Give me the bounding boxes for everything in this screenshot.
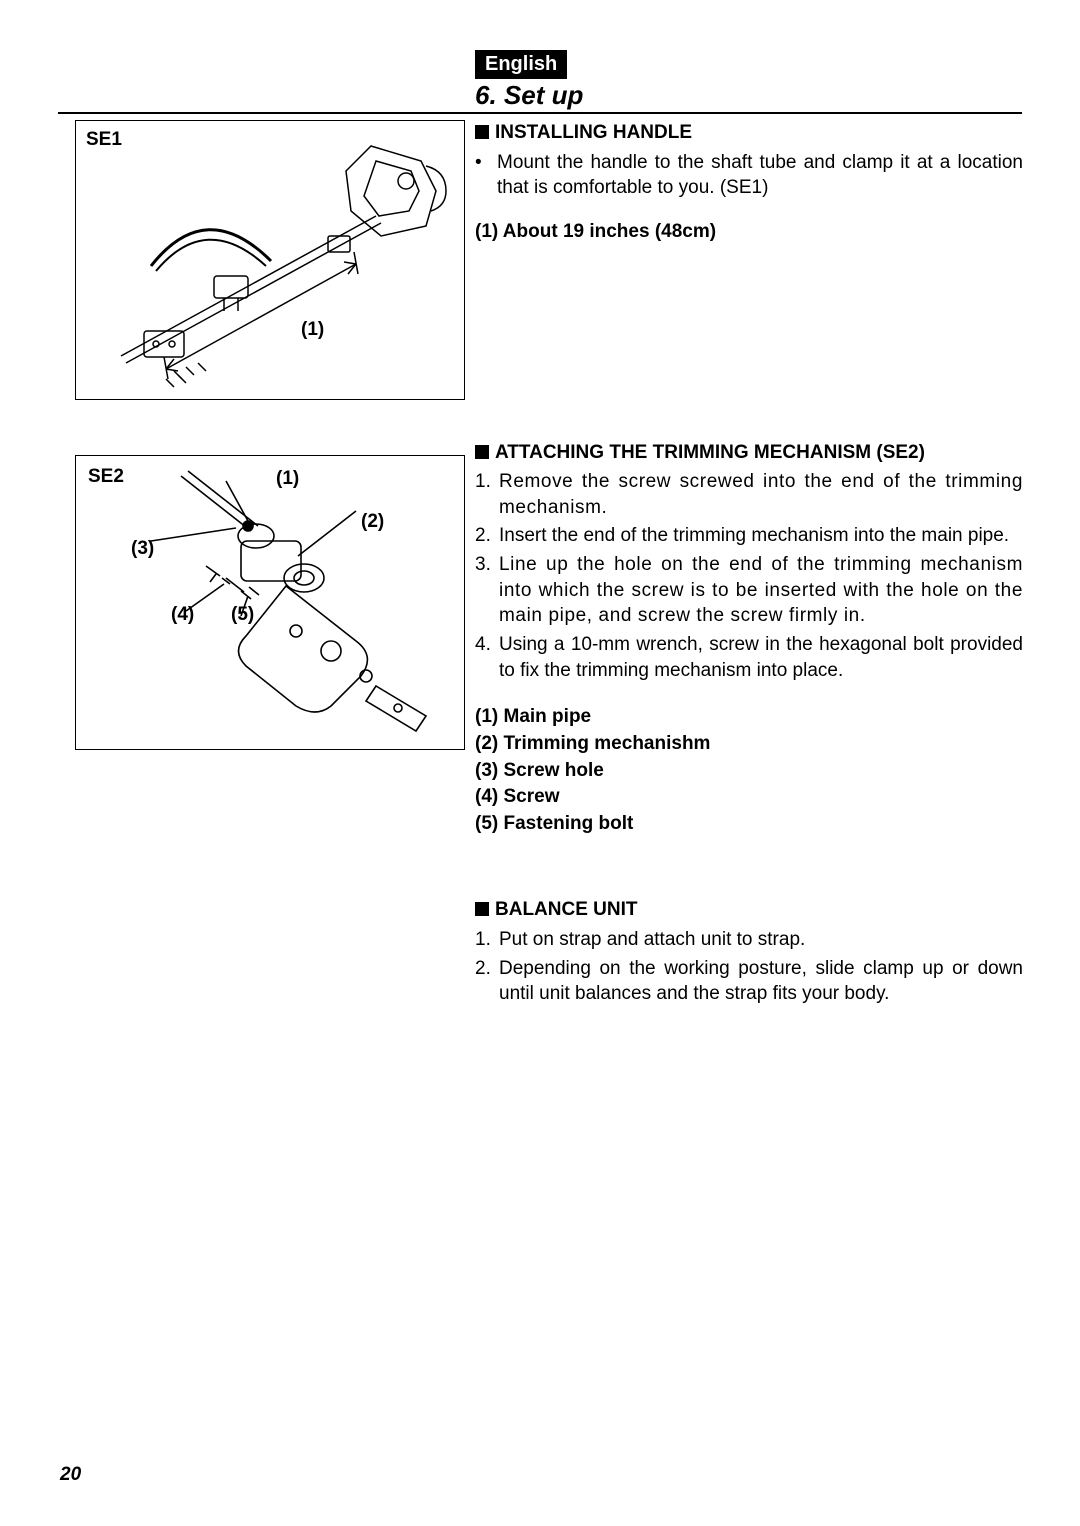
legend-item: (5) Fastening bolt: [475, 811, 1023, 838]
bullet-text: Mount the handle to the shaft tube and c…: [497, 150, 1023, 201]
figure-se2-callout-2: (2): [361, 511, 384, 533]
figure-se1-callout-1: (1): [301, 319, 324, 341]
section-rule: [58, 112, 1022, 114]
legend-item: (4) Screw: [475, 784, 1023, 811]
note-dimension: (1) About 19 inches (48cm): [475, 219, 1023, 245]
figure-se2-callout-4: (4): [171, 604, 194, 626]
figure-se2: SE2: [75, 455, 465, 750]
legend-item: (2) Trimming mechanishm: [475, 731, 1023, 758]
legend-list: (1) Main pipe (2) Trimming mechanishm (3…: [475, 704, 1023, 837]
bullet-item: • Mount the handle to the shaft tube and…: [475, 150, 1023, 201]
step-item: 4.Using a 10-mm wrench, screw in the hex…: [475, 632, 1023, 683]
step-item: 2.Depending on the working posture, slid…: [475, 956, 1023, 1007]
page-number: 20: [60, 1464, 81, 1486]
step-item: 1.Remove the screw screwed into the end …: [475, 469, 1023, 520]
language-badge: English: [475, 50, 567, 79]
figure-se2-drawing: [76, 456, 464, 749]
figures-column: SE1: [75, 120, 465, 750]
figure-se1-drawing: [76, 121, 464, 399]
section-title: 6. Set up: [475, 80, 583, 111]
figure-se2-callout-5: (5): [231, 604, 254, 626]
heading-balance-unit: BALANCE UNIT: [475, 897, 1023, 923]
legend-item: (3) Screw hole: [475, 758, 1023, 785]
figure-se1-label: SE1: [86, 129, 122, 151]
manual-page: English 6. Set up SE1: [0, 0, 1080, 1526]
figure-se2-callout-3: (3): [131, 538, 154, 560]
figure-se2-callout-1: (1): [276, 468, 299, 490]
legend-item: (1) Main pipe: [475, 704, 1023, 731]
heading-attaching-mechanism: ATTACHING THE TRIMMING MECHANISM (SE2): [475, 440, 1023, 466]
text-column: INSTALLING HANDLE • Mount the handle to …: [475, 120, 1023, 1010]
step-item: 3.Line up the hole on the end of the tri…: [475, 552, 1023, 629]
figure-se2-label: SE2: [88, 466, 124, 488]
figure-se1: SE1: [75, 120, 465, 400]
step-item: 2.Insert the end of the trimming mechani…: [475, 523, 1023, 549]
heading-installing-handle: INSTALLING HANDLE: [475, 120, 1023, 146]
step-item: 1.Put on strap and attach unit to strap.: [475, 927, 1023, 953]
